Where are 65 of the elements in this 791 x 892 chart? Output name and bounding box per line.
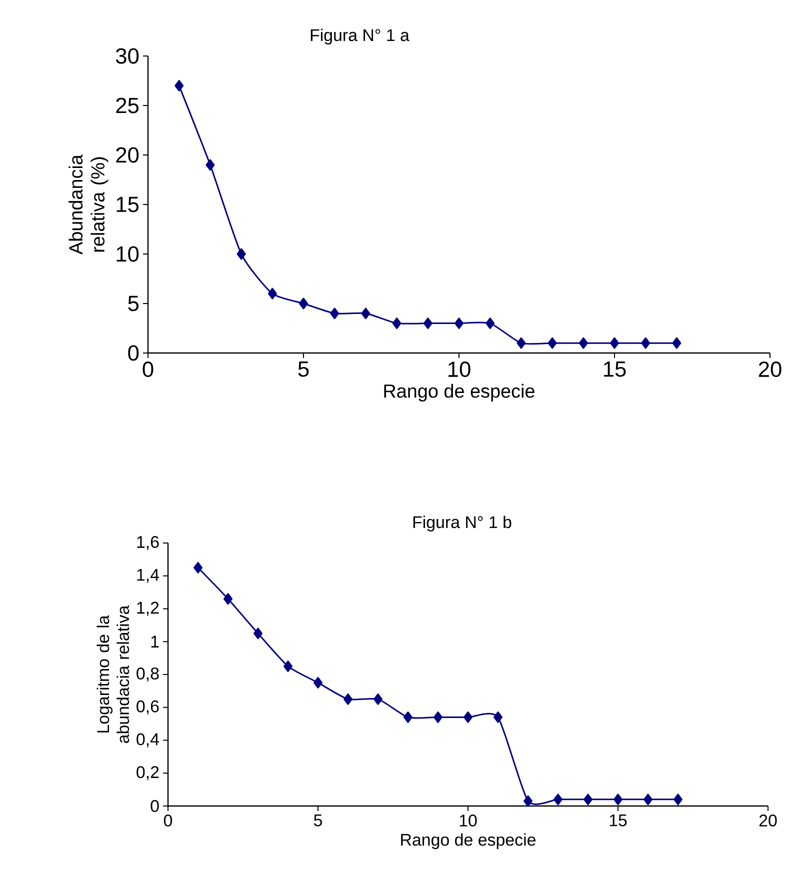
point — [236, 248, 246, 260]
y-axis-title: Abundancia relativa (%) — [68, 154, 108, 254]
y-tick-label: 1,4 — [137, 568, 159, 583]
point — [578, 337, 588, 349]
point — [584, 794, 593, 806]
x-tick-label: 5 — [314, 814, 322, 826]
y-tick-label: 0,6 — [136, 700, 159, 714]
point — [494, 711, 503, 723]
y-tick-label: 1 — [151, 636, 159, 648]
y-tick-label: 0,2 — [136, 766, 159, 780]
y-tick-label: 30 — [116, 48, 139, 64]
y-tick-label: 20 — [116, 147, 139, 163]
x-tick-label: 15 — [604, 362, 626, 377]
point — [268, 288, 277, 300]
point — [672, 337, 682, 349]
y-tick-label: 0 — [128, 345, 139, 361]
x-axis-title: Rango de especie — [401, 833, 536, 850]
x-tick-label: 5 — [298, 362, 309, 377]
chart-title: Figura N° 1 a — [310, 28, 410, 44]
point — [516, 337, 526, 349]
x-tick-label: 10 — [448, 362, 470, 378]
y-tick-label: 25 — [116, 98, 139, 114]
point — [434, 711, 443, 723]
point — [206, 159, 215, 171]
point — [299, 298, 308, 310]
point — [486, 318, 495, 330]
point — [330, 308, 340, 320]
point — [344, 693, 353, 705]
y-axis-title: Logaritmo de la abundacia relativa — [96, 605, 130, 743]
x-tick-label: 20 — [759, 814, 777, 827]
point — [644, 794, 653, 806]
x-tick-label: 15 — [610, 814, 627, 826]
point — [284, 660, 293, 672]
y-tick-label: 0,4 — [136, 733, 159, 748]
y-tick-label: 5 — [128, 296, 139, 312]
point — [224, 593, 233, 605]
point — [464, 711, 473, 723]
x-tick-label: 10 — [460, 814, 477, 827]
point — [314, 676, 323, 688]
x-axis-title: Rango de especie — [384, 384, 534, 402]
point — [554, 794, 563, 806]
y-tick-label: 10 — [116, 246, 139, 262]
x-tick-label: 20 — [758, 362, 782, 378]
point — [361, 308, 370, 320]
point — [524, 795, 533, 807]
point — [392, 318, 402, 330]
point — [610, 337, 620, 349]
point — [174, 80, 184, 92]
point — [641, 337, 650, 349]
y-tick-label: 0 — [150, 800, 159, 812]
point — [194, 562, 203, 574]
point — [374, 693, 383, 705]
point — [454, 318, 464, 330]
x-tick-label: 0 — [164, 814, 172, 827]
y-tick-label: 0,8 — [136, 668, 159, 682]
point — [614, 794, 623, 806]
point — [254, 628, 263, 640]
y-tick-label: 15 — [116, 196, 139, 212]
point — [423, 318, 432, 330]
point — [404, 711, 413, 723]
y-tick-label: 1,6 — [137, 536, 159, 550]
chart-title: Figura N° 1 b — [413, 516, 512, 532]
point — [548, 337, 557, 349]
y-tick-label: 1,2 — [137, 602, 159, 616]
point — [674, 794, 683, 806]
